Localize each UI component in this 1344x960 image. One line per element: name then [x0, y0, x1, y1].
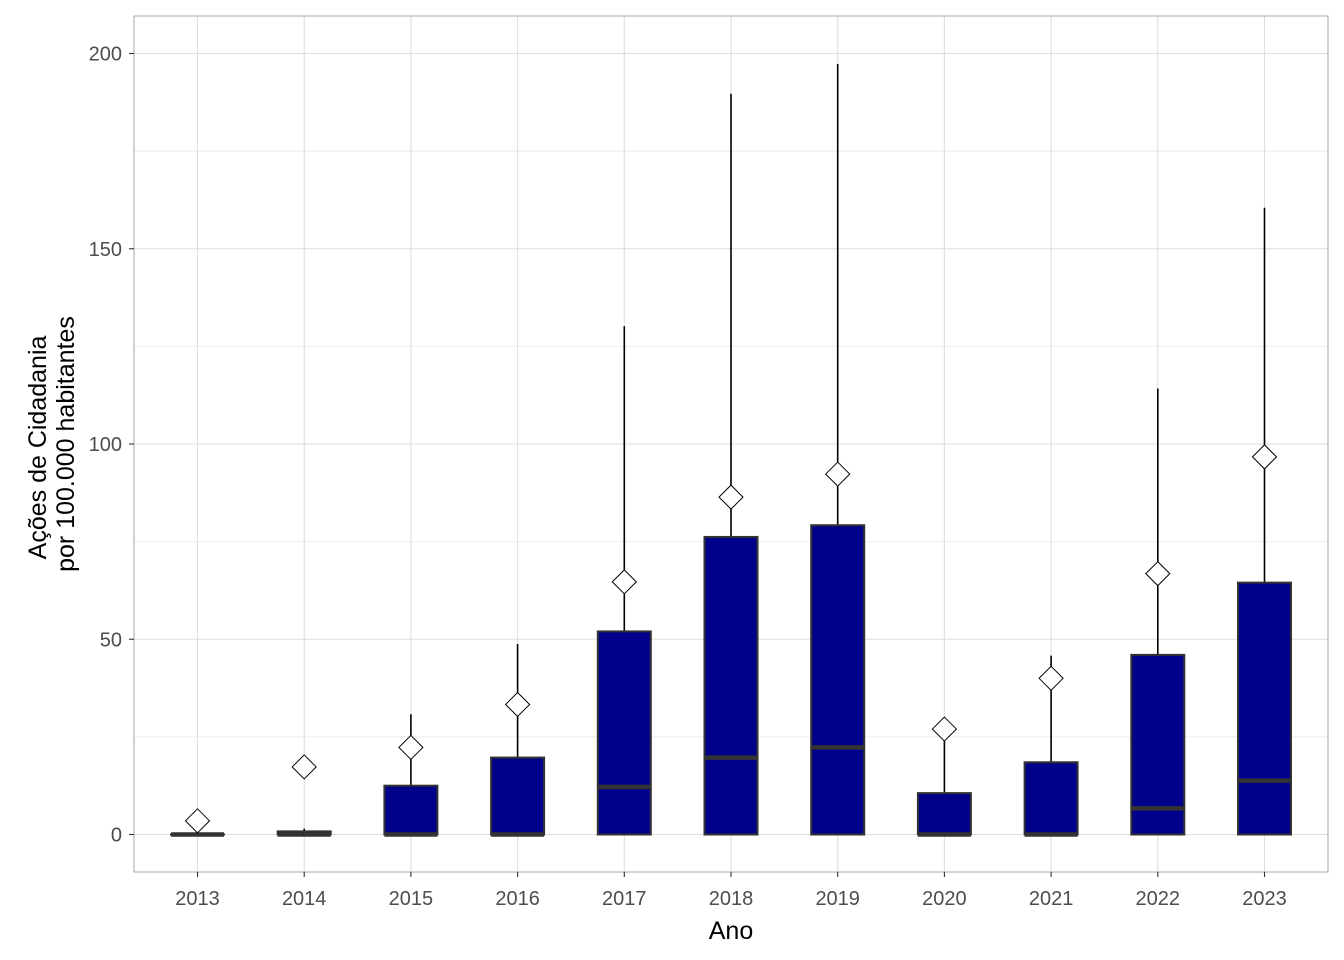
y-tick-label: 150: [89, 239, 122, 261]
mean-marker-2015: [398, 734, 424, 761]
y-tick-label: 200: [89, 44, 122, 66]
x-tick-label: 2023: [1242, 888, 1287, 910]
y-tick-label: 0: [111, 825, 122, 847]
box-body-2017: [596, 630, 652, 836]
box-body-2020: [916, 792, 972, 836]
box-body-2016: [490, 756, 546, 836]
y-tick-label: 50: [100, 629, 122, 651]
y-tick-label: 100: [89, 434, 122, 456]
box-body-2019: [810, 524, 866, 836]
x-tick-label: 2014: [282, 888, 327, 910]
x-tick-label: 2016: [495, 888, 540, 910]
box-2013: [170, 808, 225, 837]
box-body-2021: [1023, 761, 1079, 836]
x-tick-label: 2020: [922, 888, 967, 910]
x-tick-label: 2015: [389, 888, 434, 910]
box-2018: [703, 93, 759, 836]
x-tick-label: 2022: [1136, 888, 1181, 910]
mean-marker-2021: [1038, 665, 1064, 692]
mean-marker-2018: [718, 484, 744, 510]
mean-marker-2017: [611, 569, 638, 595]
box-2019: [810, 64, 866, 836]
box-2022: [1130, 388, 1186, 836]
x-axis-title: Ano: [709, 917, 753, 945]
box-2014: [276, 754, 332, 837]
box-2021: [1023, 655, 1079, 837]
box-body-2015: [383, 784, 439, 836]
x-tick-label: 2019: [815, 888, 860, 910]
y-axis-title-line-2: por 100.000 habitantes: [52, 316, 80, 572]
box-body-2022: [1130, 653, 1186, 836]
y-axis-title: Ações de Cidadania por 100.000 habitante…: [24, 316, 80, 572]
x-tick-label: 2017: [602, 888, 647, 910]
box-body-2023: [1237, 581, 1292, 836]
box-2020: [916, 716, 972, 837]
y-axis-title-line-1: Ações de Cidadania: [24, 336, 52, 560]
x-tick-label: 2018: [709, 888, 754, 910]
x-tick-label: 2013: [175, 888, 220, 910]
box-2015: [383, 714, 439, 837]
mean-marker-2022: [1145, 560, 1171, 587]
mean-marker-2019: [824, 461, 851, 487]
box-2017: [596, 326, 652, 836]
mean-marker-2014: [291, 754, 317, 780]
box-body-2018: [703, 535, 759, 836]
mean-marker-2020: [931, 716, 958, 742]
mean-marker-2016: [504, 691, 531, 718]
box-2016: [490, 643, 546, 837]
box-2023: [1237, 207, 1292, 836]
box-series: [170, 64, 1292, 837]
x-tick-label: 2021: [1029, 888, 1074, 910]
mean-marker-2013: [184, 808, 211, 834]
mean-marker-2023: [1251, 444, 1278, 470]
x-axis-ticks: 2013 2014 2015 2016 2017 2018 2019 2020 2021 2022…: [175, 872, 1287, 910]
y-axis-ticks: 0 50 100 150 200: [89, 44, 134, 847]
